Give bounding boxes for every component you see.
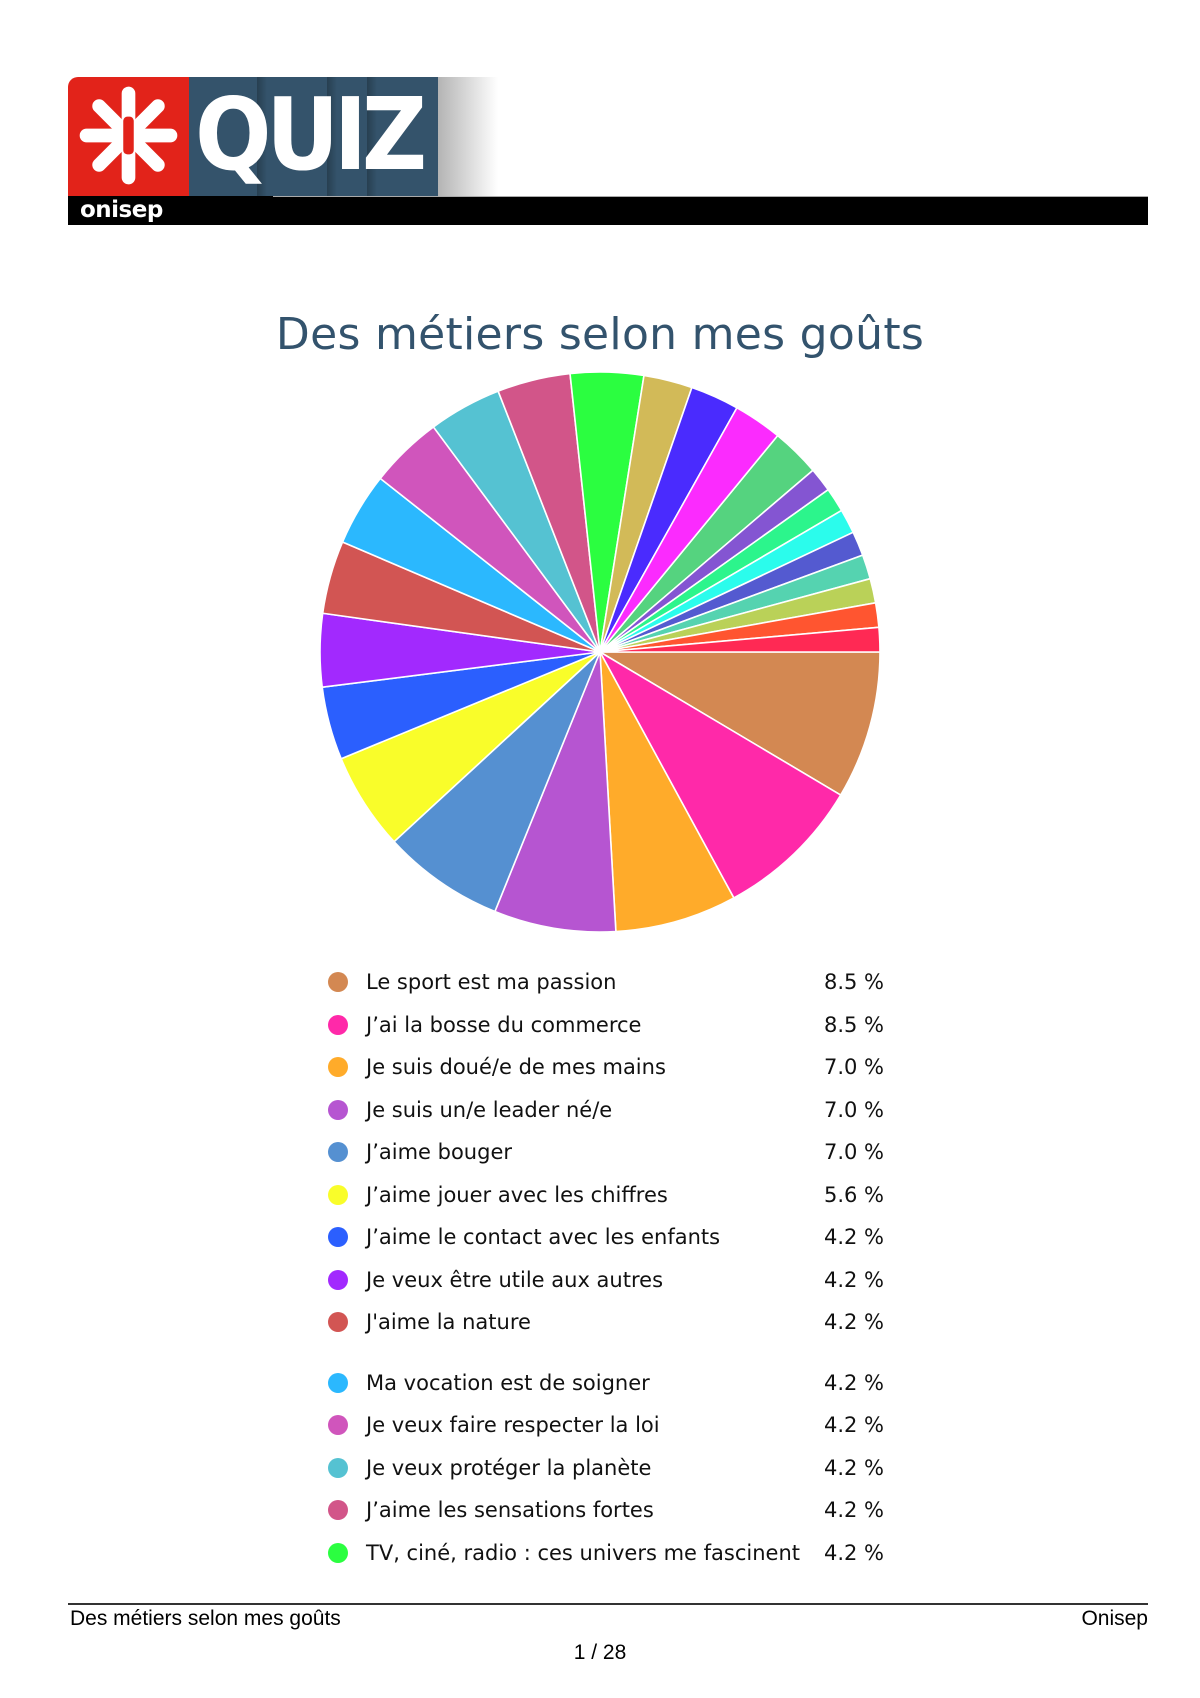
chart-legend: Le sport est ma passion 8.5 % J’ai la boss…: [324, 965, 884, 1578]
legend-label: Je suis un/e leader né/e: [366, 1097, 613, 1122]
legend-color-dot-icon: [328, 1057, 348, 1077]
legend-label: Je veux faire respecter la loi: [366, 1413, 660, 1437]
legend-color-dot-icon: [328, 1415, 348, 1435]
pie-slice: [599, 651, 881, 796]
legend-label: J'aime la nature: [366, 1310, 531, 1334]
legend-item: J’aime les sensations fortes 4.2 %: [324, 1493, 884, 1536]
page-title: Des métiers selon mes goûts: [275, 309, 925, 360]
legend-label: J’aime bouger: [366, 1140, 512, 1164]
footer-document-title: Des métiers selon mes goûts: [70, 1607, 341, 1630]
legend-value: 7.0 %: [823, 1097, 884, 1122]
legend-item: Je veux protéger la planète 4.2 %: [324, 1451, 884, 1494]
header-bar: [273, 196, 1148, 225]
legend-color-dot-icon: [328, 972, 348, 992]
pie-slice: [599, 626, 881, 653]
pie-slice: [494, 651, 617, 933]
quiz-onisep-logo: QUIZ onisep: [68, 77, 498, 225]
legend-value: 7.0 %: [823, 1140, 884, 1164]
legend-item: J’aime bouger 7.0 %: [324, 1135, 884, 1178]
legend-color-dot-icon: [328, 1099, 348, 1120]
legend-value: 4.2 %: [823, 1540, 884, 1565]
legend-color-dot-icon: [328, 1184, 348, 1205]
legend-color-dot-icon: [328, 1269, 348, 1290]
legend-value: 5.6 %: [823, 1182, 884, 1207]
legend-item: Je suis un/e leader né/e 7.0 %: [324, 1093, 884, 1136]
legend-label: Je suis doué/e de mes mains: [366, 1055, 666, 1079]
pie-slice: [599, 651, 842, 899]
legend-item: J’aime le contact avec les enfants 4.2 %: [324, 1220, 884, 1263]
pie-chart: [319, 371, 881, 933]
legend-color-dot-icon: [328, 1142, 348, 1162]
legend-label: Je veux protéger la planète: [366, 1455, 652, 1480]
legend-item: Je veux être utile aux autres 4.2 %: [324, 1263, 884, 1306]
footer-publisher: Onisep: [1081, 1607, 1148, 1630]
legend-value: 4.2 %: [823, 1413, 884, 1437]
footer-divider: [68, 1603, 1148, 1605]
legend-color-dot-icon: [328, 1312, 348, 1332]
legend-color-dot-icon: [328, 1500, 348, 1520]
logo-blue-block: QUIZ: [189, 77, 438, 196]
legend-value: 4.2 %: [823, 1267, 884, 1292]
legend-value: 8.5 %: [823, 1012, 884, 1037]
legend-value: 4.2 %: [823, 1310, 884, 1334]
logo-fade: [438, 77, 498, 196]
logo-brand-strip: [68, 196, 273, 225]
legend-item: J'aime la nature 4.2 %: [324, 1305, 884, 1348]
logo-brand-name: onisep: [80, 197, 163, 223]
logo-quiz-word: QUIZ: [195, 77, 427, 193]
legend-label: J’aime le contact avec les enfants: [366, 1225, 721, 1249]
legend-label: Je veux être utile aux autres: [366, 1267, 664, 1292]
logo-red-block: [68, 77, 189, 196]
legend-value: 4.2 %: [823, 1225, 884, 1249]
legend-label: J’ai la bosse du commerce: [366, 1012, 642, 1037]
legend-item: J’aime jouer avec les chiffres 5.6 %: [324, 1178, 884, 1221]
legend-color-dot-icon: [328, 1227, 348, 1247]
legend-item: Le sport est ma passion 8.5 %: [324, 965, 884, 1008]
legend-item: Je veux faire respecter la loi 4.2 %: [324, 1408, 884, 1451]
legend-color-dot-icon: [328, 1542, 348, 1563]
legend-color-dot-icon: [328, 1014, 348, 1035]
legend-value: 4.2 %: [823, 1498, 884, 1522]
pie-slice: [393, 651, 601, 913]
page-number: 1 / 28: [573, 1641, 627, 1664]
legend-item: TV, ciné, radio : ces univers me fascine…: [324, 1536, 884, 1579]
legend-label: Ma vocation est de soigner: [366, 1370, 650, 1395]
legend-item: J’ai la bosse du commerce 8.5 %: [324, 1008, 884, 1051]
legend-label: J’aime jouer avec les chiffres: [366, 1182, 668, 1207]
legend-label: TV, ciné, radio : ces univers me fascine…: [366, 1540, 800, 1565]
legend-color-dot-icon: [328, 1372, 348, 1393]
legend-item: Je suis doué/e de mes mains 7.0 %: [324, 1050, 884, 1093]
pie-slice: [599, 651, 735, 933]
legend-value: 8.5 %: [823, 970, 884, 994]
onisep-asterisk-icon: [79, 86, 178, 185]
legend-value: 4.2 %: [823, 1455, 884, 1480]
legend-color-dot-icon: [328, 1457, 348, 1478]
legend-item: Ma vocation est de soigner 4.2 %: [324, 1366, 884, 1409]
legend-label: J’aime les sensations fortes: [366, 1498, 654, 1522]
legend-label: Le sport est ma passion: [366, 970, 617, 994]
legend-value: 4.2 %: [823, 1370, 884, 1395]
legend-value: 7.0 %: [823, 1055, 884, 1079]
